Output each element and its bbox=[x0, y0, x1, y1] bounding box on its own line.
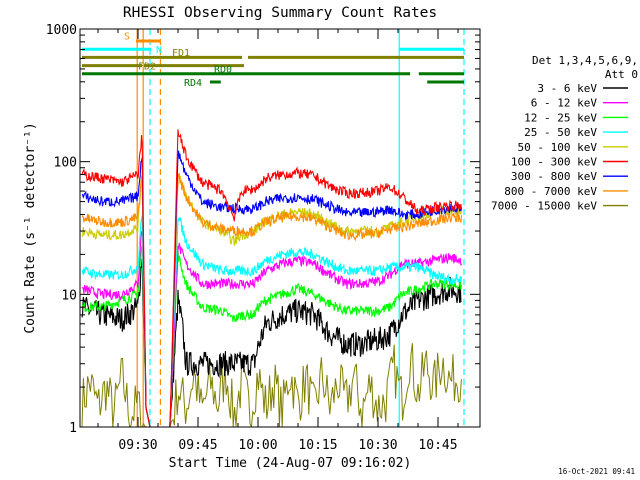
x-axis: 09:30 09:45 10:00 10:15 10:30 10:45 bbox=[97, 29, 459, 453]
chart-title: RHESSI Observing Summary Count Rates bbox=[123, 5, 437, 21]
x-tick-label: 10:15 bbox=[298, 438, 337, 453]
y-axis: 1 10 100 1000 bbox=[46, 23, 480, 436]
x-tick-label: 09:45 bbox=[178, 438, 217, 453]
footer-timestamp: 16-Oct-2021 09:41 bbox=[558, 467, 635, 476]
legend-entry-label: 25 - 50 keV bbox=[524, 126, 597, 139]
legend-title-line: Att 0 bbox=[605, 68, 638, 81]
x-tick-label: 10:00 bbox=[238, 438, 277, 453]
flag-label-rd4: RD4 bbox=[184, 78, 202, 89]
x-tick-label: 10:45 bbox=[418, 438, 457, 453]
series-layer bbox=[81, 129, 463, 427]
flag-label-rd0: RD0 bbox=[214, 64, 232, 75]
legend-entry-label: 12 - 25 keV bbox=[524, 111, 597, 124]
y-tick-label: 1000 bbox=[46, 23, 77, 38]
plot-frame bbox=[79, 28, 481, 428]
flag-label-fd2: FD2 bbox=[138, 62, 156, 73]
flag-label-n: N bbox=[156, 45, 162, 56]
flag-bars: S N FD1 FD2 RD0 RD4 bbox=[82, 32, 464, 89]
y-axis-label: Count Rate (s⁻¹ detector⁻¹) bbox=[23, 122, 38, 333]
legend-entry-label: 7000 - 15000 keV bbox=[491, 200, 597, 213]
legend-entry-label: 100 - 300 keV bbox=[511, 156, 597, 169]
x-tick-label: 10:30 bbox=[358, 438, 397, 453]
legend-entry-label: 6 - 12 keV bbox=[531, 97, 598, 110]
legend-title-line: Det 1,3,4,5,6,9, bbox=[532, 54, 638, 67]
x-tick-label: 09:30 bbox=[118, 438, 157, 453]
flag-label-fd1: FD1 bbox=[172, 48, 190, 59]
x-axis-label: Start Time (24-Aug-07 09:16:02) bbox=[169, 456, 412, 471]
flag-label-s: S bbox=[124, 32, 130, 43]
series-line-6 bbox=[81, 129, 463, 427]
legend-entry-label: 3 - 6 keV bbox=[537, 82, 597, 95]
legend-entry-label: 800 - 7000 keV bbox=[504, 185, 597, 198]
legend-entry-label: 300 - 800 keV bbox=[511, 170, 597, 183]
legend-entry-label: 50 - 100 keV bbox=[518, 141, 598, 154]
y-tick-label: 100 bbox=[54, 156, 77, 171]
legend: Det 1,3,4,5,6,9,Att 0 3 - 6 keV 6 - 12 keV… bbox=[491, 54, 638, 213]
y-tick-label: 1 bbox=[69, 421, 77, 436]
y-tick-label: 10 bbox=[61, 288, 77, 303]
